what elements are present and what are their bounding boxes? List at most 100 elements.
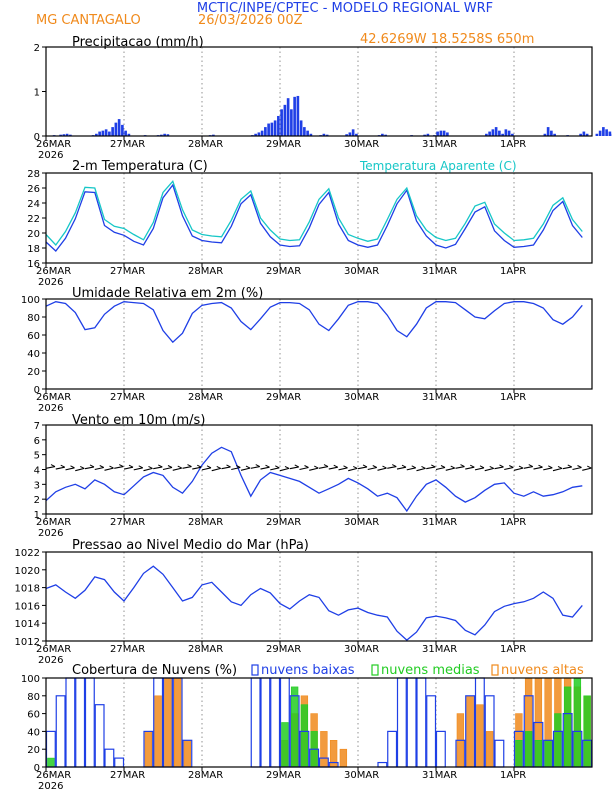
precip-bar	[488, 131, 491, 136]
panel-frame	[45, 46, 593, 137]
series-line-1	[45, 183, 583, 252]
x-tick-label: 31MAR	[422, 392, 457, 403]
precip-bar	[101, 130, 105, 136]
wind-arrow-head	[245, 465, 251, 469]
wind-arrow-head	[109, 465, 114, 469]
wind-arrow-head	[236, 465, 241, 468]
precip-bar	[582, 131, 586, 136]
wind-arrow-head	[226, 464, 231, 468]
cloud-bar-nuvens-altas	[164, 677, 172, 768]
legend-label: nuvens medias	[381, 663, 480, 678]
x-tick-label: 30MAR	[344, 644, 379, 655]
precip-bar	[62, 134, 66, 136]
wind-arrow	[318, 466, 329, 469]
precip-bar	[309, 133, 313, 136]
precip-bar	[384, 134, 387, 136]
x-tick-label: 1APR	[500, 139, 526, 150]
wind-arrow	[123, 466, 134, 470]
cloud-bar-nuvens-baixas	[84, 677, 95, 768]
wind-arrow	[279, 467, 290, 472]
x-tick-label: 1APR	[500, 644, 526, 655]
wind-arrow-head	[314, 465, 319, 469]
wind-arrow	[533, 466, 543, 470]
cloud-bar-nuvens-medias	[554, 713, 562, 768]
cloud-bar-nuvens-baixas	[260, 677, 271, 768]
cloud-bar-nuvens-altas	[183, 739, 192, 768]
precip-bar	[95, 133, 98, 136]
wind-arrow-head	[401, 464, 407, 468]
precip-bar	[270, 122, 274, 136]
cloud-bar-nuvens-baixas	[377, 761, 388, 768]
wind-arrow-head	[99, 465, 104, 468]
wind-arrow	[270, 467, 280, 471]
wind-arrow-head	[479, 465, 485, 469]
x-tick-label: 28MAR	[188, 139, 223, 150]
x-tick-label: 29MAR	[266, 644, 301, 655]
cloud-bar-nuvens-baixas	[426, 695, 437, 768]
wind-arrow-head	[158, 464, 163, 468]
wind-arrow-head	[421, 465, 426, 469]
cloud-bar-nuvens-medias	[573, 677, 582, 768]
panel-title: Vento em 10m (m/s)	[72, 413, 205, 428]
x-tick-label: 27MAR	[110, 392, 145, 403]
header: MCTIC/INPE/CPTEC - MODELO REGIONAL WRF M…	[36, 1, 534, 47]
wind-arrow-head	[284, 465, 290, 469]
y-tick-label: 0	[34, 385, 40, 396]
wind-arrow	[299, 466, 309, 471]
wind-arrow	[153, 466, 163, 470]
x-tick-label: 29MAR	[266, 266, 301, 277]
x-tick-label: 29MAR	[266, 517, 301, 528]
precip-bar	[104, 129, 108, 136]
wind-arrow	[426, 466, 436, 470]
wind-arrow	[445, 467, 455, 471]
precip-bar	[160, 134, 163, 136]
panel-title: Precipitacao (mm/h)	[72, 35, 204, 50]
wind-arrow	[55, 466, 65, 470]
precip-bar	[608, 131, 612, 136]
y-tick-label: 22	[27, 214, 40, 225]
cloud-bar-nuvens-medias	[544, 739, 552, 768]
series-line-2	[45, 180, 583, 247]
wind-arrow	[543, 467, 553, 471]
wind-arrow	[260, 466, 270, 470]
y-tick-label: 18	[27, 244, 40, 255]
precip-bar	[127, 133, 131, 136]
x-tick-label: 28MAR	[188, 392, 223, 403]
panel-frame	[45, 424, 593, 515]
cloud-bar-nuvens-medias	[524, 731, 533, 768]
precip-bar	[436, 131, 439, 136]
wind-arrow-head	[80, 465, 85, 469]
y-tick-label: 3	[34, 480, 40, 491]
precip-bar	[423, 134, 426, 136]
wind-arrow	[250, 466, 260, 469]
cloud-bar-nuvens-altas	[466, 695, 474, 768]
wind-arrow	[114, 466, 124, 469]
x-tick-label: 27MAR	[110, 644, 145, 655]
y-tick-label: 28	[27, 169, 40, 180]
run-date-label: 26/03/2026 00Z	[198, 13, 303, 28]
panel-6: 0 20 40 60 80 100 26MAR 27MAR 28MAR 29MAR 30MAR 31M…	[21, 663, 593, 792]
x-tick-label: 28MAR	[188, 517, 223, 528]
panel-title: 2-m Temperatura (C)	[72, 159, 208, 174]
wind-arrow	[572, 466, 582, 471]
cloud-bar-nuvens-medias	[583, 695, 591, 768]
wind-arrow-head	[50, 464, 56, 468]
precip-bar	[212, 134, 215, 136]
precip-bar	[504, 129, 508, 136]
legend-label: nuvens baixas	[261, 663, 355, 678]
x-tick-label: 30MAR	[344, 266, 379, 277]
y-tick-label: 5	[34, 451, 40, 462]
wind-arrow	[328, 466, 338, 470]
precip-bar	[579, 133, 582, 136]
x-tick-label: 26MAR	[36, 139, 71, 150]
panel-frame	[45, 551, 593, 642]
wind-arrow	[162, 466, 173, 471]
precip-bar	[267, 123, 270, 136]
cloud-bar-nuvens-medias	[47, 757, 55, 768]
panel-5: 1012 1014 1016 1018 1020 1022 26MAR 27MAR 28MAR 2…	[15, 538, 593, 666]
x-tick-label: 31MAR	[422, 139, 457, 150]
cloud-bar-nuvens-baixas	[250, 677, 261, 768]
x-tick-label: 26MAR	[36, 266, 71, 277]
y-tick-label: 26	[27, 184, 40, 195]
